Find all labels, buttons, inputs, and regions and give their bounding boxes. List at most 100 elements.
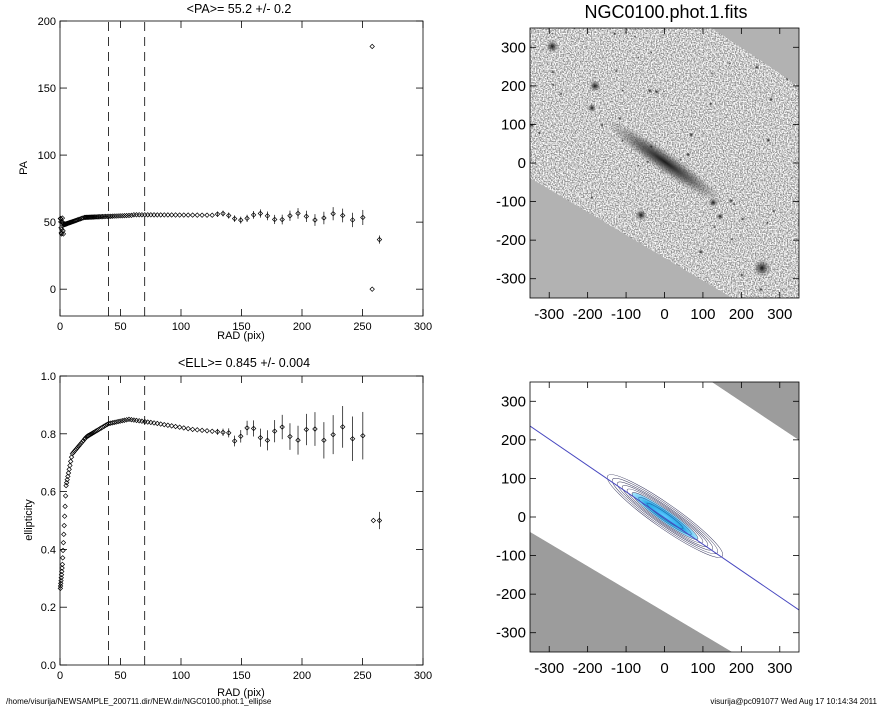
ell-data-point	[101, 423, 107, 429]
ell-x-tick-label: 100	[172, 670, 190, 682]
image-y-tick-label: 300	[501, 393, 526, 410]
pa-data-point	[250, 212, 257, 218]
pa-data-point	[99, 213, 106, 220]
pa-y-tick-label: 50	[44, 217, 56, 229]
pa-data-point	[60, 231, 67, 237]
ell-x-tick-label: 250	[353, 670, 371, 682]
ell-data-point	[176, 424, 183, 430]
ell-data-point	[128, 417, 135, 423]
ell-data-point	[145, 419, 151, 425]
ell-data-point	[115, 418, 121, 425]
image-y-tick-label: -100	[496, 548, 526, 565]
ell-data-point	[321, 437, 327, 443]
pa-data-point	[73, 217, 80, 223]
image-y-tick-label: -300	[496, 625, 526, 642]
ell-data-point	[59, 565, 65, 571]
pa-data-point	[102, 213, 109, 220]
pa-data-point	[101, 213, 107, 220]
ell-data-point	[59, 561, 66, 568]
pa-data-point	[312, 217, 318, 223]
pa-outlier-point	[369, 43, 375, 50]
ell-data-point	[181, 425, 187, 431]
ell-data-point	[199, 427, 205, 434]
pa-outlier-point	[376, 236, 383, 243]
pa-data-point	[209, 212, 215, 218]
image-x-tick-label: 100	[690, 660, 715, 677]
pa-x-tick-label: 250	[353, 321, 371, 333]
image-x-tick-label: -200	[573, 660, 603, 677]
ell-data-point	[117, 418, 123, 424]
pa-data-point	[321, 215, 327, 221]
pa-y-axis-label: PA	[18, 160, 30, 175]
ell-chart-title: <ELL>= 0.845 +/- 0.004	[178, 356, 310, 370]
ell-data-point	[148, 419, 154, 426]
pa-data-point	[214, 211, 221, 217]
pa-data-point	[59, 215, 66, 221]
ell-data-point	[62, 503, 68, 510]
ell-data-point	[65, 470, 72, 476]
ell-data-point	[172, 423, 179, 430]
ell-data-point	[168, 423, 175, 429]
galaxy-image-panel: NGC0100.phot.1.fits	[496, 2, 800, 323]
ell-data-points	[57, 406, 383, 592]
image-y-tick-label: 0	[518, 155, 526, 172]
pa-x-axis-label: RAD (pix)	[217, 330, 265, 342]
pa-data-point	[349, 217, 356, 223]
ell-x-tick-label: 150	[232, 670, 250, 682]
ell-y-axis-label: ellipticity	[23, 499, 35, 541]
pa-data-point	[136, 212, 142, 218]
ell-data-point	[295, 437, 301, 443]
ell-data-point	[102, 422, 109, 429]
pa-data-point	[89, 214, 96, 220]
pa-data-point	[58, 225, 64, 231]
ell-y-tick-label: 0.2	[41, 602, 56, 614]
pa-y-tick-label: 200	[38, 16, 56, 28]
image-axis-ticks: -300 -200 -100 0 100 200 300 300 200 100 0 -100 -200…	[496, 28, 799, 323]
ell-data-point	[126, 416, 132, 423]
image-x-tick-label: 0	[660, 660, 668, 677]
ell-data-point	[257, 434, 264, 441]
pa-data-point	[360, 214, 366, 221]
ell-data-point	[339, 424, 346, 430]
pa-data-point	[128, 212, 135, 219]
image-y-tick-label: -100	[496, 194, 526, 211]
ellipticity-profile-chart: <ELL>= 0.845 +/- 0.004 0 50 100 150 200 250 30…	[23, 356, 432, 699]
ell-data-point	[220, 429, 226, 436]
ell-data-point	[58, 572, 65, 578]
image-x-tick-label: 200	[729, 660, 754, 677]
pa-y-tick-label: 150	[38, 83, 56, 95]
pa-data-point	[109, 213, 116, 219]
image-x-tick-label: 200	[729, 306, 754, 323]
ell-data-point	[151, 420, 157, 426]
pa-x-tick-label: 150	[232, 321, 250, 333]
ell-data-point	[67, 462, 73, 469]
ell-data-point	[287, 433, 293, 440]
pa-data-point	[204, 212, 210, 218]
pa-data-point	[68, 219, 75, 225]
ell-data-point	[60, 539, 67, 546]
ell-data-point	[209, 428, 215, 434]
pa-chart-title: <PA>= 55.2 +/- 0.2	[187, 2, 292, 16]
pa-data-point	[131, 212, 137, 218]
ell-data-point	[226, 430, 232, 436]
pa-data-point	[279, 216, 285, 223]
pa-data-point	[271, 216, 278, 223]
pa-data-point	[126, 212, 132, 219]
pa-data-point	[287, 213, 293, 219]
pa-data-point	[104, 213, 110, 220]
image-y-tick-label: -300	[496, 271, 526, 288]
pa-x-tick-label: 200	[293, 321, 311, 333]
pa-data-point	[139, 212, 145, 218]
ell-x-tick-label: 50	[114, 670, 126, 682]
ell-data-point	[60, 555, 66, 561]
pa-x-tick-label: 50	[114, 321, 126, 333]
ell-data-point	[61, 522, 67, 529]
ell-data-point	[194, 427, 200, 433]
image-y-tick-label: -200	[496, 232, 526, 249]
pa-data-point	[158, 212, 164, 218]
pa-data-point	[148, 212, 154, 218]
pa-data-point	[154, 212, 161, 218]
isophote-model-image	[530, 382, 799, 652]
ell-data-point	[165, 422, 171, 428]
ell-data-point	[67, 458, 74, 465]
